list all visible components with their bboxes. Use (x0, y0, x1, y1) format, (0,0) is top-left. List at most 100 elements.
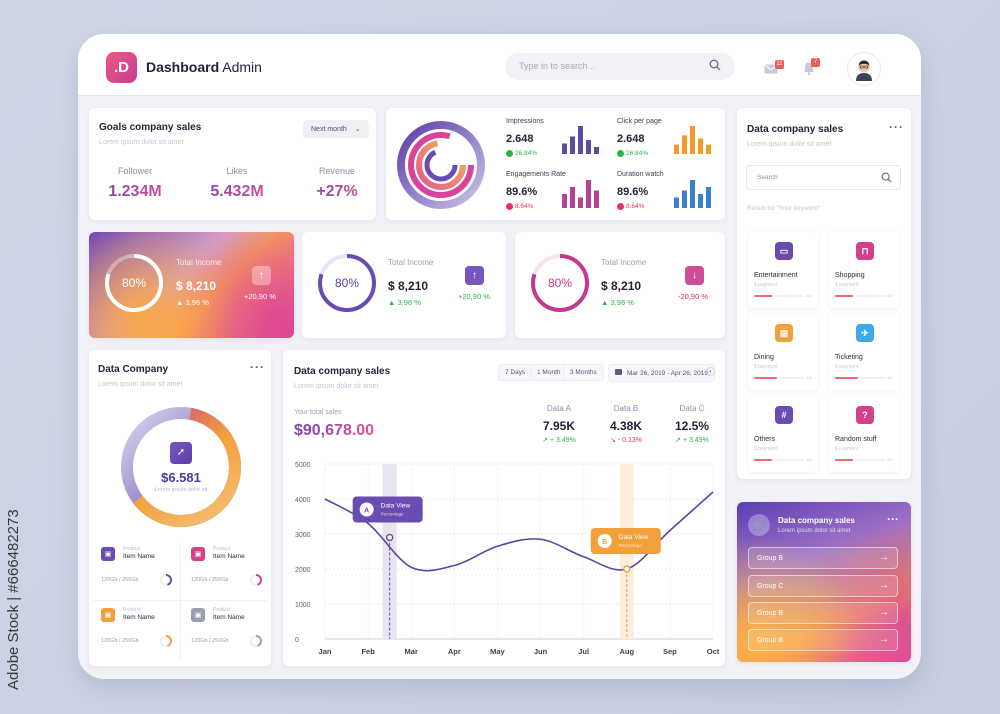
group-row[interactable]: Group B → (748, 547, 898, 569)
app-logo[interactable]: .D (106, 52, 137, 83)
more-options-icon[interactable]: ··· (887, 512, 899, 526)
category-tile[interactable]: ⊓ Shopping $ payment 0/5 (829, 232, 899, 308)
income-1-label: Total Income (176, 258, 222, 267)
group-row-label: Group B (757, 610, 784, 617)
ticket-icon: ▭ (775, 242, 793, 260)
income-ring-2 (318, 254, 376, 312)
range-3-months[interactable]: 3 Months (563, 364, 604, 381)
income-1-value: $ 8,210 (176, 279, 217, 293)
product-storage: 120Gb / 250Gb (101, 638, 139, 644)
period-dropdown-label: Next month (311, 126, 347, 133)
kpi-b-delta-text: - 0.13% (617, 437, 642, 444)
product-icon: ▣ (191, 547, 205, 561)
metric-impressions-value: 2.648 (506, 133, 534, 145)
product-item[interactable]: ▣ Product Item Name 120Gb / 250Gb (183, 543, 267, 599)
category-tile[interactable]: # Others $ payment 0/5 (748, 396, 818, 472)
x-tick-label: Oct (707, 647, 720, 656)
y-tick-label: 0 (295, 637, 299, 644)
product-item[interactable]: ▣ Product Item Name 120Gb / 250Gb (93, 543, 177, 599)
app-title: Dashboard Admin (146, 59, 262, 75)
tile-count: 0/5 (806, 457, 812, 462)
marker-b (623, 565, 631, 573)
product-item[interactable]: ▣ Product Item Name 120Gb / 250Gb (93, 604, 177, 660)
marker-a (385, 533, 394, 542)
income-2-change-text: 3,96 % (397, 298, 421, 307)
income-2-change: ▲ 3,96 % (388, 298, 421, 307)
product-divider-v (180, 543, 181, 661)
arrow-up-button[interactable]: ↑ (465, 266, 484, 285)
tooltip-title: Data View (619, 534, 649, 541)
group-row[interactable]: Group B → (748, 602, 898, 624)
product-storage: 120Gb / 250Gb (101, 577, 139, 583)
range-1-month[interactable]: 1 Month (530, 364, 568, 381)
group-row-label: Group B (757, 637, 784, 644)
category-tile[interactable]: ▭ Entertainment $ payment 0/5 (748, 232, 818, 308)
right-search-input[interactable]: Search (746, 165, 901, 190)
top-search-input[interactable]: Type in to search .. (505, 53, 735, 80)
kpi-b-value: 4.38K (609, 419, 643, 433)
arrow-up-button[interactable]: ↑ (252, 266, 271, 285)
x-tick-label: Feb (361, 647, 375, 656)
avatar-icon (856, 60, 872, 81)
right-panel-title: Data company sales (747, 124, 844, 135)
arrow-right-icon: → (879, 607, 889, 618)
range-7-days[interactable]: 7 Days (498, 364, 533, 381)
clicks-bar-chart (674, 126, 711, 154)
group-row[interactable]: Group B → (748, 629, 898, 651)
mini-bar (562, 194, 567, 208)
income-1-percent: 80% (121, 276, 147, 290)
down-arrow-icon (617, 203, 624, 210)
user-avatar[interactable] (847, 52, 881, 86)
data-company-card: Data Company Lorem ipsum dolor sit amet … (89, 350, 271, 666)
arrow-down-button[interactable]: ↓ (685, 266, 704, 285)
kpi-a-delta: ↗ + 3.49% (542, 437, 576, 444)
x-tick-label: Sep (663, 647, 677, 656)
app-title-rest: Admin (219, 59, 262, 75)
product-item[interactable]: ▣ Product Item Name 120Gb / 250Gb (183, 604, 267, 660)
groups-card-title: Data company sales (778, 516, 855, 525)
metric-engagement-title: Engagements Rate (506, 171, 566, 178)
product-icon: ▣ (101, 547, 115, 561)
mini-bar (586, 140, 591, 154)
category-tile[interactable]: ? Random stuff $ payment 0/5 (829, 396, 899, 472)
income-3-percent: 80% (547, 276, 573, 290)
mini-bar (698, 138, 703, 154)
more-options-icon[interactable]: ··· (889, 120, 904, 134)
y-tick-label: 5000 (295, 462, 311, 469)
mini-bar (674, 197, 679, 208)
group-row[interactable]: Group C → (748, 575, 898, 597)
tooltip-title: Data View (381, 503, 411, 510)
bag-icon: ⊓ (856, 242, 874, 260)
product-icon: ▣ (191, 608, 205, 622)
income-1-change-text: 3,96 % (185, 298, 209, 307)
search-icon[interactable] (709, 59, 721, 71)
x-tick-label: Jul (578, 647, 589, 656)
mini-bar (562, 143, 567, 154)
stat-follower-value: 1.234M (90, 183, 180, 201)
period-dropdown[interactable]: Next month ⌄ (303, 120, 369, 138)
category-tile[interactable]: ▥ Dining $ payment 0/5 (748, 314, 818, 390)
metric-clicks-title: Click per page (617, 118, 662, 125)
more-options-icon[interactable]: ··· (250, 360, 265, 374)
metric-duration-delta-text: 8.64% (626, 203, 645, 211)
mini-bar (682, 190, 687, 208)
cart-icon: 🛒 (748, 514, 770, 536)
category-tile[interactable]: ✈ Ticketing $ payment 4/5 (829, 314, 899, 390)
metric-duration-value: 89.6% (617, 186, 649, 198)
tile-progress-fill (754, 295, 772, 297)
stat-likes-label: Likes (226, 166, 248, 176)
date-range-picker[interactable]: Mar 26, 2019 - Apr 26, 2019 (608, 364, 715, 382)
search-icon[interactable] (881, 172, 892, 183)
mini-bar (594, 190, 599, 208)
income-1-change: ▲ 3,96 % (176, 298, 209, 307)
tile-payment: $ payment (835, 282, 859, 288)
stat-revenue-value: +27% (292, 183, 382, 201)
mini-bar (682, 135, 687, 154)
tile-progress-bar (754, 295, 804, 297)
tile-count: 0/5 (806, 293, 812, 298)
income-ring-3 (531, 254, 589, 312)
date-range-expand[interactable]: • (706, 367, 715, 376)
tile-progress-fill (835, 459, 853, 461)
goals-card: Goals company sales Lorem ipsum dolor si… (89, 108, 376, 220)
bell-badge: 7 (811, 58, 820, 67)
